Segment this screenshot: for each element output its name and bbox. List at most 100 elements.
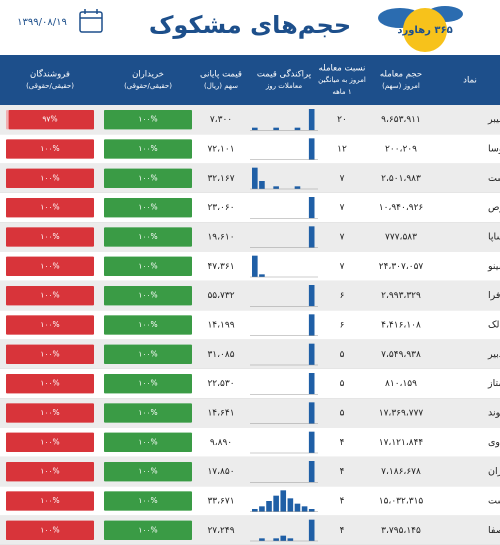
dispersion-bar <box>308 343 315 365</box>
buy_real-bar <box>104 374 192 394</box>
sell_real-bar <box>6 403 94 423</box>
sell_real-label: ۱۰۰% <box>40 349 59 358</box>
column-header: معاملات روز <box>265 82 302 90</box>
dispersion-bar <box>308 373 315 395</box>
price: ۴۷،۳۶۱ <box>207 262 234 272</box>
buy_real-bar <box>104 256 192 276</box>
volume: ۱۵،۰۳۲،۳۱۵ <box>379 497 424 507</box>
dispersion-bar <box>280 535 287 541</box>
dispersion-bar <box>287 538 294 541</box>
ratio: ۵ <box>340 379 345 389</box>
dispersion-bar <box>252 509 258 512</box>
sell_real-bar <box>6 491 94 511</box>
symbol: غصینو <box>487 261 500 272</box>
column-header: خریداران <box>132 70 164 80</box>
buy_real-label: ۱۰۰% <box>138 408 157 417</box>
logo-text: ۳۶۵ رهاورد <box>397 25 452 36</box>
column-header: نماد <box>463 76 477 86</box>
symbol: ثالوند <box>488 408 500 419</box>
ratio: ۴ <box>340 497 345 507</box>
buy_real-label: ۱۰۰% <box>138 349 157 358</box>
column-header: (حقیقی/حقوقی) <box>26 82 74 90</box>
buy_real-bar <box>104 198 192 218</box>
dispersion-bar <box>308 314 315 336</box>
buy_real-label: ۱۰۰% <box>138 261 157 270</box>
sell_real-label: ۱۰۰% <box>40 173 59 182</box>
buy_real-bar <box>104 227 192 247</box>
sell_real-label: ۱۰۰% <box>40 144 59 153</box>
column-header: ۱ ماهه <box>332 88 351 96</box>
sell_real-label: ۹۷% <box>42 115 57 124</box>
symbol: سمتاز <box>487 378 500 389</box>
ratio: ۷ <box>340 233 345 243</box>
buy_real-bar <box>104 168 192 188</box>
dispersion-bar <box>259 181 265 189</box>
volume: ۸۱۰،۱۵۹ <box>385 379 417 389</box>
buy_real-label: ۱۰۰% <box>138 379 157 388</box>
dispersion-bar <box>308 509 315 512</box>
dispersion-bar <box>308 226 315 248</box>
column-header: (حقیقی/حقوقی) <box>124 82 172 90</box>
dispersion-bar <box>273 538 279 541</box>
buy_real-bar <box>104 491 192 511</box>
calendar-icon <box>79 9 103 33</box>
price: ۷۲،۱۰۱ <box>207 145 234 155</box>
price: ۱۴،۶۴۱ <box>207 409 234 419</box>
dispersion-bar <box>294 127 301 131</box>
price: ۷،۳۰۰ <box>210 115 232 125</box>
sell_real-label: ۱۰۰% <box>40 437 59 446</box>
volume: ۴،۴۱۶،۱۰۸ <box>381 321 421 331</box>
price: ۲۷،۲۴۹ <box>207 526 234 536</box>
buy_real-bar <box>104 286 192 306</box>
dispersion-bar <box>280 490 287 512</box>
dispersion-bar <box>287 498 294 512</box>
dispersion-bar <box>308 285 315 307</box>
sell_real-bar <box>6 198 94 218</box>
volume: ۱۰،۹۴۰،۹۲۶ <box>379 203 424 213</box>
buy_real-bar <box>104 344 192 364</box>
dispersion-bar <box>252 127 258 131</box>
sell_real-bar <box>8 110 95 130</box>
sell_real-label: ۱۰۰% <box>40 467 59 476</box>
sell_real-label: ۱۰۰% <box>40 203 59 212</box>
symbol: زگلدشت <box>488 172 500 184</box>
dispersion-bar <box>308 138 315 160</box>
buy_real-label: ۱۰۰% <box>138 437 157 446</box>
buy_real-bar <box>104 520 192 540</box>
symbol: دبالک <box>488 320 500 331</box>
dispersion-bar <box>308 109 315 131</box>
sell_real-label: ۱۰۰% <box>40 408 59 417</box>
buy_real-bar <box>104 315 192 335</box>
price: ۳۳،۶۷۱ <box>207 497 234 507</box>
dispersion-bar <box>294 186 301 189</box>
volume: ۷،۱۸۶،۶۷۸ <box>381 467 421 477</box>
date: ۱۳۹۹/۰۸/۱۹ <box>17 17 67 28</box>
dispersion-bar <box>266 501 272 512</box>
symbol: ثاصفا <box>488 525 500 536</box>
sell_real-label: ۱۰۰% <box>40 496 59 505</box>
buy_real-label: ۱۰۰% <box>138 496 157 505</box>
sell_real-label: ۱۰۰% <box>40 261 59 270</box>
volume: ۲۰۰،۲۰۹ <box>385 145 417 155</box>
ratio: ۵ <box>340 409 345 419</box>
sell_real-bar <box>6 168 94 188</box>
sell_real-label: ۱۰۰% <box>40 320 59 329</box>
volume: ۲،۹۹۳،۳۲۹ <box>381 291 421 301</box>
sell_real-label: ۱۰۰% <box>40 525 59 534</box>
column-header: حجم معامله <box>380 70 422 80</box>
ratio: ۵ <box>340 350 345 360</box>
ratio: ۱۲ <box>337 145 347 155</box>
column-header: فروشندگان <box>30 69 70 80</box>
symbol: دزهراوی <box>488 437 500 448</box>
price: ۳۲،۱۶۷ <box>207 174 234 184</box>
sell_real-label: ۱۰۰% <box>40 379 59 388</box>
sell_real-bar <box>6 286 94 306</box>
price: ۱۹،۶۱۰ <box>207 233 234 243</box>
volume: ۲۴،۳۰۷،۰۵۷ <box>379 262 424 272</box>
logo: ۳۶۵ رهاورد <box>378 6 463 52</box>
sell_real-bar <box>6 315 94 335</box>
dispersion-bar <box>308 402 315 424</box>
dispersion-bar <box>259 274 265 277</box>
sell_real-bar <box>6 344 94 364</box>
